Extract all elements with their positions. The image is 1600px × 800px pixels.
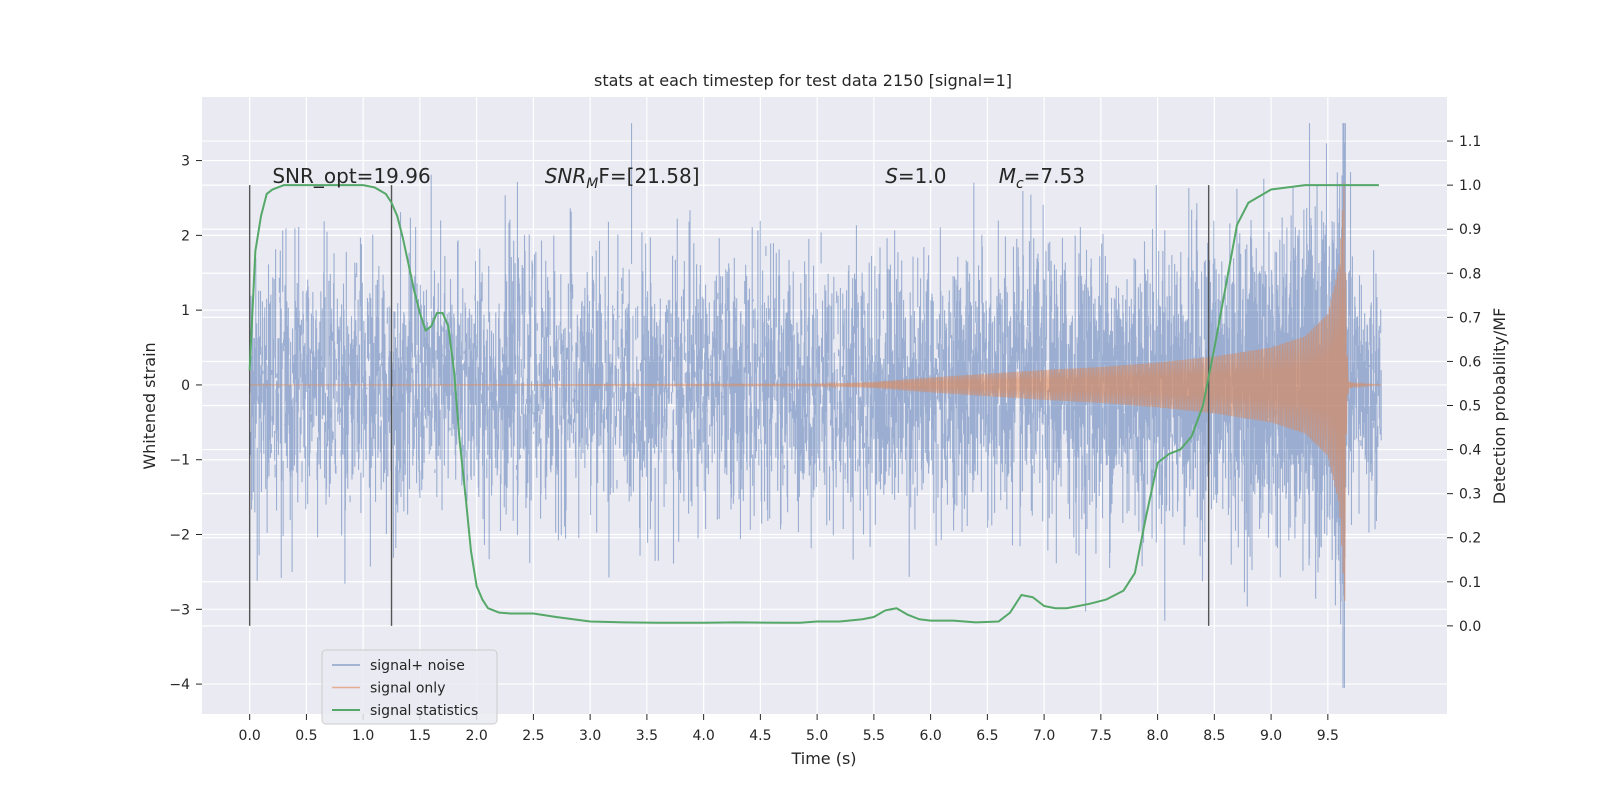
legend-box	[321, 649, 498, 725]
y-left-tick-label: 1	[181, 303, 190, 319]
x-tick-label: 3.0	[579, 728, 601, 744]
annotation-rest: F=[21.58]	[598, 164, 699, 188]
x-tick-label: 7.0	[1033, 728, 1055, 744]
x-tick-label: 1.0	[352, 728, 374, 744]
annotation-main: M	[999, 164, 1016, 188]
vertical-lines	[248, 185, 1210, 626]
y-left-tick-labels: −4 −3 −2 −1 0 1 2 3	[169, 154, 202, 693]
y-left-tick-label: 3	[181, 154, 190, 170]
annotation-sub: M	[586, 176, 598, 192]
signal-statistics-line	[248, 184, 1379, 624]
x-tick-label: 0.5	[295, 728, 317, 744]
y-right-tick-labels: 0.0 0.1 0.2 0.3 0.4 0.5 0.6 0.7 0.8 0.9 1.0 1.1	[1447, 134, 1481, 635]
y-right-tick-label: 0.0	[1459, 619, 1481, 635]
y-right-tick-label: 0.9	[1459, 222, 1481, 238]
chart-title: stats at each timestep for test data 215…	[594, 71, 1012, 90]
y-left-tick-label: −3	[169, 602, 190, 618]
y-right-tick-label: 0.4	[1459, 443, 1481, 459]
y-left-tick-label: −2	[169, 528, 190, 544]
x-tick-label: 9.0	[1260, 728, 1282, 744]
x-tick-label: 5.0	[806, 728, 828, 744]
x-tick-label: 9.5	[1317, 728, 1339, 744]
y-right-tick-label: 1.0	[1459, 178, 1481, 194]
y-right-tick-label: 0.1	[1459, 575, 1481, 591]
x-tick-label: 5.5	[863, 728, 885, 744]
annotation-rest: =7.53	[1024, 164, 1085, 188]
annotation-text: Mc=7.53	[999, 164, 1085, 192]
y-left-axis-label: Whitened strain	[140, 342, 159, 469]
y-left-tick-label: 2	[181, 228, 190, 244]
series-signal-statistics	[248, 184, 1379, 624]
y-right-tick-label: 1.1	[1459, 134, 1481, 150]
x-tick-label: 2.0	[466, 728, 488, 744]
series-signal-only	[249, 182, 1382, 601]
x-tick-label: 8.5	[1203, 728, 1225, 744]
y-right-tick-label: 0.8	[1459, 266, 1481, 282]
y-left-tick-label: −1	[169, 453, 190, 469]
annotation-main: S	[885, 164, 898, 188]
y-left-tick-label: 0	[181, 378, 190, 394]
x-tick-label: 0.0	[239, 728, 261, 744]
y-right-tick-label: 0.7	[1459, 310, 1481, 326]
annotation-sub: c	[1016, 176, 1024, 192]
x-tick-label: 1.5	[409, 728, 431, 744]
x-tick-label: 8.0	[1146, 728, 1168, 744]
x-tick-label: 7.5	[1090, 728, 1112, 744]
annotation-text: SNR_opt=19.96	[272, 164, 430, 188]
y-right-axis-label: Detection probability/MF	[1490, 308, 1509, 505]
y-right-tick-label: 0.2	[1459, 531, 1481, 547]
legend: signal+ noise signal only signal statistic…	[321, 649, 498, 725]
x-tick-label: 6.0	[919, 728, 941, 744]
annotation-text: SNRMF=[21.58]	[545, 164, 700, 192]
x-tick-label: 4.0	[692, 728, 714, 744]
x-tick-label: 4.5	[749, 728, 771, 744]
y-right-tick-label: 0.3	[1459, 487, 1481, 503]
x-tick-label: 2.5	[522, 728, 544, 744]
y-right-tick-label: 0.6	[1459, 354, 1481, 370]
legend-label: signal statistics	[370, 703, 478, 719]
legend-label: signal only	[370, 681, 445, 697]
annotation-text: S=1.0	[885, 164, 946, 188]
legend-label: signal+ noise	[370, 658, 465, 674]
annotations: SNR_opt=19.96 SNRMF=[21.58] S=1.0 Mc=7.53	[272, 164, 1085, 192]
x-axis-label: Time (s)	[790, 749, 856, 768]
signal-only-line	[249, 182, 1382, 601]
y-right-tick-label: 0.5	[1459, 399, 1481, 415]
x-tick-label: 6.5	[976, 728, 998, 744]
x-tick-label: 3.5	[636, 728, 658, 744]
annotation-rest: =1.0	[898, 164, 947, 188]
y-left-tick-label: −4	[169, 677, 190, 693]
x-tick-labels: 0.0 0.5 1.0 1.5 2.0 2.5 3.0 3.5 4.0 4.5 5.0 5.5 6.0 6…	[239, 714, 1339, 744]
annotation-main: SNR	[545, 164, 587, 188]
